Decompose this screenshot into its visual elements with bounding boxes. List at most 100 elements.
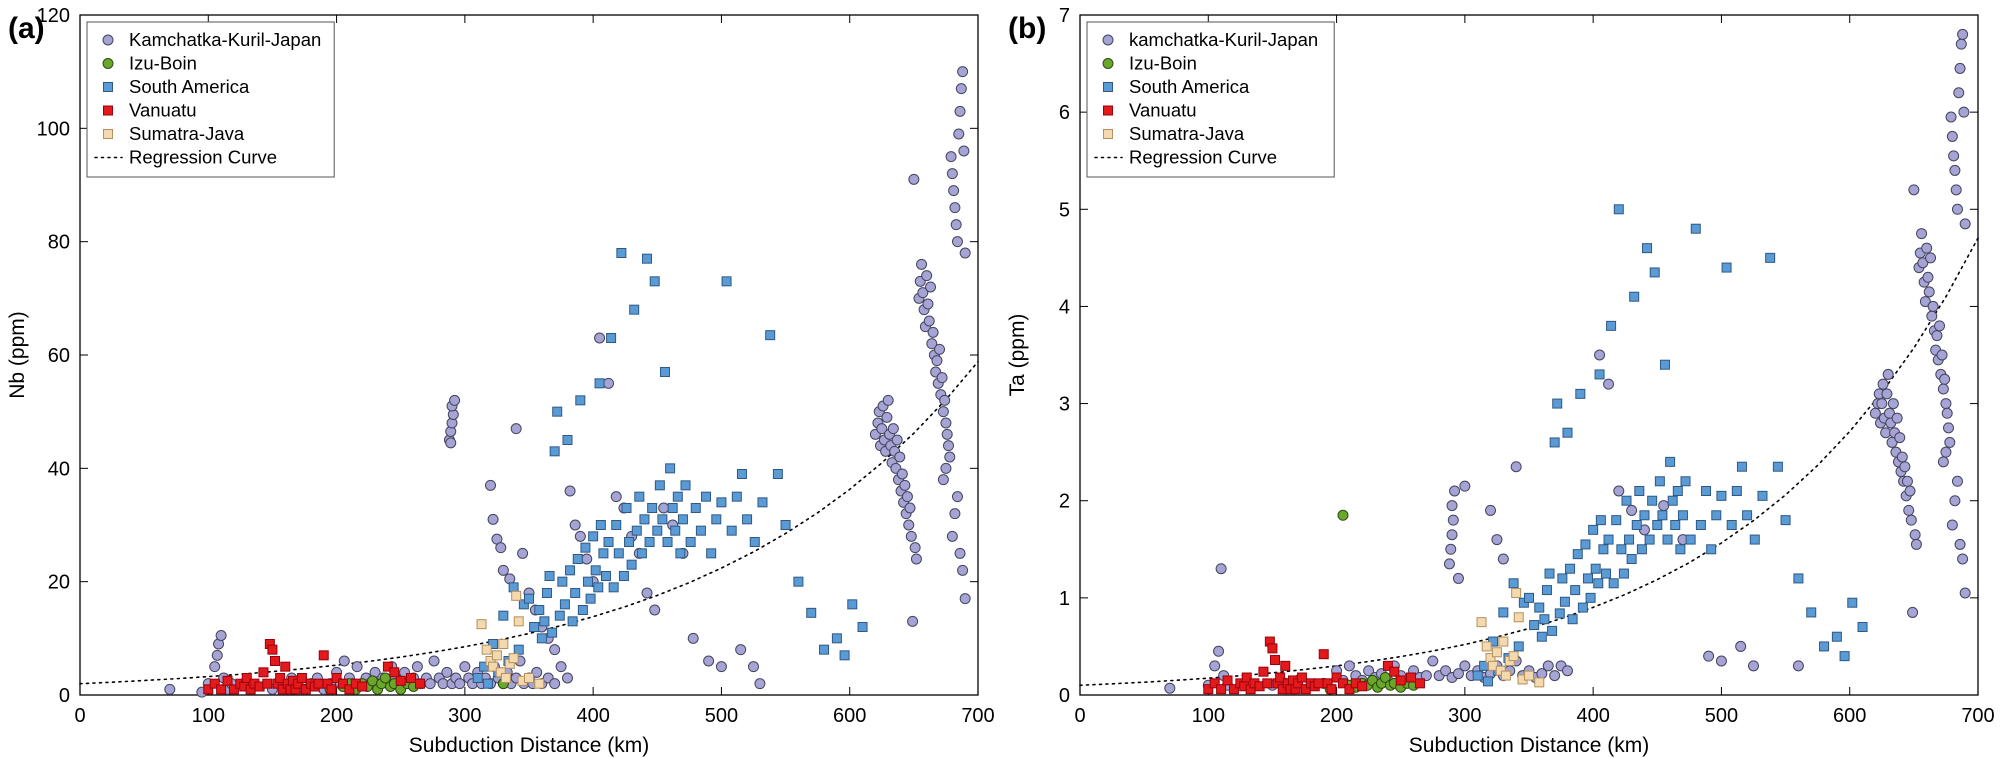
data-point	[1482, 676, 1493, 687]
data-point	[894, 451, 906, 463]
data-point	[636, 548, 647, 559]
data-point	[731, 491, 742, 502]
legend-label: Regression Curve	[1129, 147, 1277, 168]
data-point	[414, 678, 425, 689]
data-point	[569, 519, 581, 531]
data-point	[1613, 204, 1624, 215]
data-point	[1772, 461, 1783, 472]
data-point	[644, 537, 655, 547]
data-point	[891, 434, 903, 446]
data-point	[1446, 529, 1458, 541]
data-point	[948, 185, 960, 197]
data-point	[488, 639, 499, 649]
data-point	[847, 599, 858, 610]
data-point	[1896, 451, 1908, 463]
data-point	[1222, 675, 1233, 686]
series-sumatra-java	[476, 590, 545, 689]
data-point	[1420, 670, 1432, 682]
data-point	[610, 491, 622, 503]
data-point	[1267, 643, 1278, 654]
data-point	[951, 236, 963, 248]
data-point	[1534, 602, 1545, 613]
x-tick-label: 300	[1448, 705, 1481, 727]
data-point	[1742, 510, 1753, 521]
data-point	[1657, 510, 1668, 521]
data-point	[1636, 544, 1647, 555]
panel-a: 0 100 200 300 400 500 600 700 0 20 40 60 80 100 120 Sub…	[6, 5, 995, 757]
data-point	[949, 508, 961, 520]
data-point	[1414, 678, 1425, 689]
data-point	[621, 503, 632, 513]
legend-marker	[1103, 105, 1113, 116]
legend-marker	[103, 105, 113, 116]
data-point	[1203, 684, 1214, 695]
y-tick-label: 20	[48, 572, 70, 594]
data-point	[1575, 388, 1586, 399]
data-point	[1665, 456, 1676, 467]
data-point	[1542, 660, 1554, 672]
data-point	[1631, 520, 1642, 530]
data-point	[639, 514, 650, 525]
data-point	[1228, 684, 1239, 695]
data-point	[672, 491, 683, 502]
data-point	[564, 485, 576, 497]
data-point	[1600, 568, 1611, 579]
data-point	[258, 667, 269, 678]
data-point	[1748, 660, 1759, 672]
data-point	[951, 491, 963, 503]
data-point	[1440, 665, 1452, 677]
data-point	[603, 537, 614, 547]
data-point	[1524, 592, 1534, 603]
data-point	[942, 440, 954, 452]
data-point	[485, 479, 497, 491]
data-point	[428, 655, 440, 667]
series-south-america	[1472, 204, 1868, 687]
data-point	[1275, 672, 1286, 683]
data-point	[594, 378, 605, 389]
data-point	[590, 565, 601, 576]
data-point	[1780, 515, 1791, 526]
data-point	[1792, 660, 1804, 672]
data-point	[749, 537, 760, 547]
data-point	[603, 377, 615, 389]
data-point	[1894, 432, 1906, 444]
data-point	[1449, 485, 1461, 497]
data-point	[1735, 640, 1747, 652]
data-point	[1922, 271, 1934, 283]
data-point	[1608, 578, 1619, 589]
data-point	[1946, 130, 1958, 142]
data-point	[275, 673, 286, 683]
data-point	[1901, 475, 1913, 487]
data-point	[765, 330, 776, 341]
data-point	[280, 661, 291, 672]
data-point	[557, 576, 568, 587]
data-point	[657, 514, 668, 525]
data-point	[921, 270, 933, 282]
y-tick-label: 6	[1059, 102, 1070, 124]
data-point	[482, 678, 493, 689]
x-tick-label: 600	[1833, 705, 1866, 727]
data-point	[793, 576, 804, 587]
panel-b: 0 100 200 300 400 500 600 700 0 1 2 3 4 5 6 7 Subduction…	[1000, 0, 2000, 758]
data-point	[1642, 243, 1653, 254]
data-point	[1919, 296, 1931, 308]
data-point	[1887, 398, 1899, 410]
y-tick-label: 7	[1059, 5, 1070, 27]
data-point	[957, 564, 969, 576]
data-point	[1706, 544, 1717, 555]
data-point	[959, 593, 971, 605]
series-vanuatu	[203, 639, 425, 695]
data-point	[910, 553, 922, 565]
data-point	[481, 644, 492, 655]
data-point	[903, 519, 915, 531]
legend-marker	[103, 129, 113, 139]
y-tick-label: 40	[48, 458, 70, 480]
data-point	[1459, 480, 1471, 492]
data-point	[593, 582, 604, 593]
data-point	[1658, 500, 1670, 512]
data-point	[459, 661, 471, 673]
legend-marker	[1103, 82, 1113, 92]
data-point	[498, 610, 509, 621]
data-point	[1955, 38, 1967, 50]
